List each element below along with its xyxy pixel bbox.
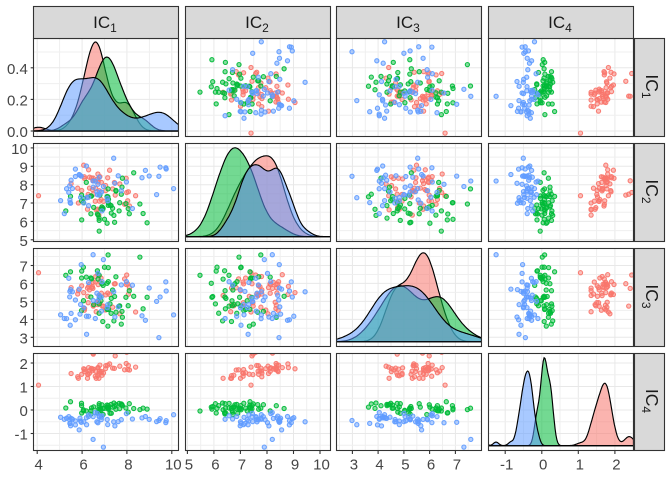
svg-text:8: 8 [124, 456, 132, 473]
svg-text:5: 5 [19, 294, 27, 311]
svg-text:6: 6 [211, 456, 219, 473]
svg-text:2: 2 [19, 356, 27, 373]
svg-text:9: 9 [19, 159, 27, 176]
svg-text:7: 7 [453, 456, 461, 473]
svg-text:-1: -1 [500, 456, 513, 473]
svg-text:7: 7 [238, 456, 246, 473]
svg-text:4: 4 [19, 312, 27, 329]
svg-text:5: 5 [185, 456, 193, 473]
svg-text:5: 5 [401, 456, 409, 473]
svg-text:1: 1 [19, 380, 27, 397]
svg-text:-1: -1 [14, 427, 27, 444]
svg-text:9: 9 [291, 456, 299, 473]
svg-text:6: 6 [79, 456, 87, 473]
svg-text:0: 0 [539, 456, 547, 473]
svg-text:6: 6 [19, 276, 27, 293]
svg-text:4: 4 [375, 456, 383, 473]
svg-text:0: 0 [19, 403, 27, 420]
svg-text:4: 4 [35, 456, 43, 473]
svg-text:10: 10 [165, 456, 182, 473]
svg-text:10: 10 [313, 456, 330, 473]
svg-text:3: 3 [19, 330, 27, 347]
svg-text:5: 5 [19, 233, 27, 250]
svg-text:3: 3 [350, 456, 358, 473]
svg-text:8: 8 [19, 178, 27, 195]
svg-text:7: 7 [19, 259, 27, 276]
svg-text:0.4: 0.4 [7, 61, 28, 78]
svg-text:0.0: 0.0 [7, 124, 28, 141]
svg-text:0.2: 0.2 [7, 92, 28, 109]
svg-text:1: 1 [576, 456, 584, 473]
svg-text:7: 7 [19, 196, 27, 213]
svg-text:6: 6 [19, 214, 27, 231]
svg-text:2: 2 [612, 456, 620, 473]
svg-text:8: 8 [264, 456, 272, 473]
svg-text:10: 10 [11, 141, 28, 158]
svg-text:6: 6 [427, 456, 435, 473]
